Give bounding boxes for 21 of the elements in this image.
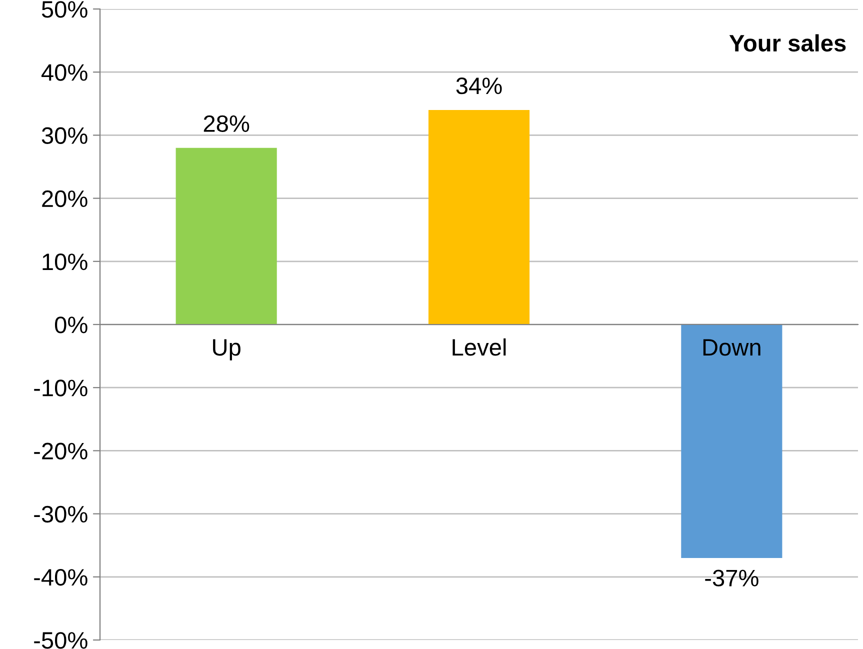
data-label: -37% <box>705 570 758 586</box>
y-tick-label: -10% <box>34 380 88 396</box>
x-tick-label: Level <box>452 338 506 356</box>
y-tick-label: -40% <box>34 568 88 586</box>
bar <box>176 148 277 324</box>
y-tick-label: 0% <box>54 316 88 334</box>
y-tick-label: 10% <box>42 253 88 270</box>
data-label: 34% <box>456 77 502 94</box>
bar <box>681 324 782 558</box>
y-tick-label: -20% <box>34 442 88 460</box>
bar <box>428 110 530 324</box>
text: Your sales <box>729 34 846 52</box>
data-label: 28% <box>204 115 250 132</box>
y-tick-label: 30% <box>42 127 88 144</box>
y-tick-label: -50% <box>34 632 88 649</box>
y-tick-label: 50% <box>42 1 88 18</box>
y-tick-label: 40% <box>41 64 88 81</box>
y-tick-label: -30% <box>34 506 88 523</box>
x-tick-label: Up <box>213 339 240 360</box>
y-tick-label: 20% <box>42 190 88 208</box>
x-tick-label: Down <box>703 339 760 356</box>
